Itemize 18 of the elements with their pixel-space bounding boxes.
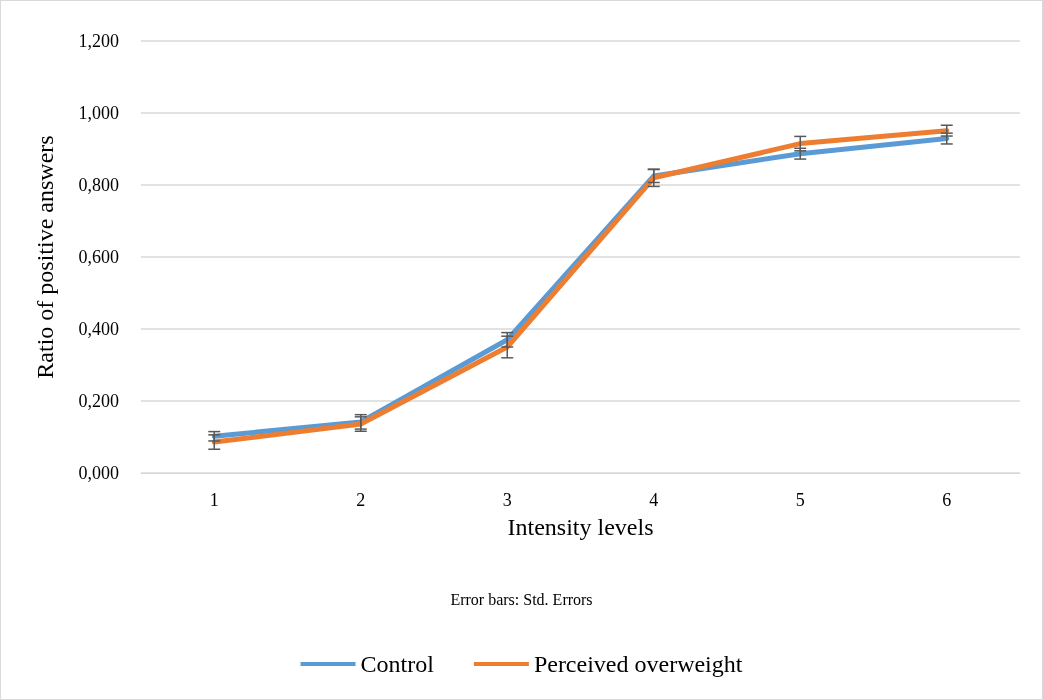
- y-tick-label: 0,400: [78, 319, 119, 339]
- x-tick-label: 5: [795, 490, 805, 510]
- x-tick-label: 1: [209, 490, 219, 510]
- y-tick-label: 1,000: [78, 103, 119, 123]
- x-tick-label: 2: [356, 490, 366, 510]
- x-tick-label: 4: [649, 490, 659, 510]
- y-tick-label: 0,600: [78, 247, 119, 267]
- x-tick-label: 3: [502, 490, 512, 510]
- y-tick-label: 0,800: [78, 175, 119, 195]
- y-tick-label: 1,200: [78, 31, 119, 51]
- legend-label: Control: [360, 651, 435, 677]
- y-tick-label: 0,200: [78, 391, 119, 411]
- x-tick-label: 6: [942, 490, 952, 510]
- y-tick-label: 0,000: [78, 463, 119, 483]
- y-axis-title: Ratio of positive answers: [32, 135, 58, 379]
- x-axis-title: Intensity levels: [507, 514, 654, 540]
- legend-label: Perceived overweight: [533, 651, 743, 677]
- text: Error bars: Std. Errors: [450, 590, 593, 608]
